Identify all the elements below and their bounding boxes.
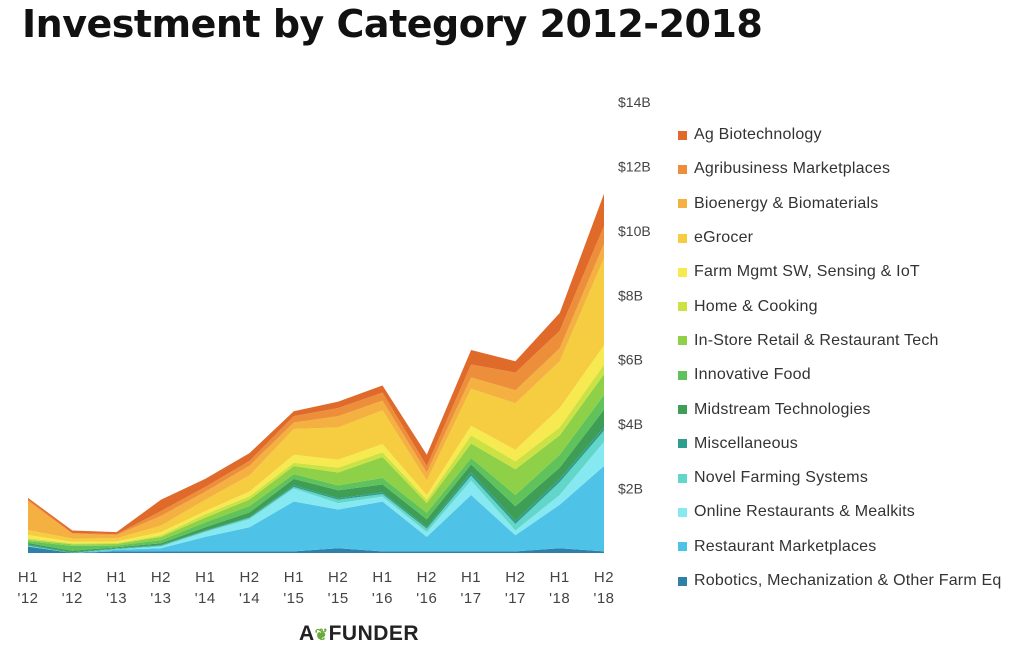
legend-item: Robotics, Mechanization & Other Farm Eq [678,564,1018,598]
legend-label: Home & Cooking [694,297,818,315]
x-tick-label: '16 [372,590,393,607]
chart-area: $2B $4B $6B $8B $10B $12B $14B H1 '12 H2 '12 H1 '13… [17,94,651,607]
x-tick-label: '18 [549,590,570,607]
legend-label: Agribusiness Marketplaces [694,160,891,178]
legend-item: Midstream Technologies [678,392,1018,426]
legend-label: Novel Farming Systems [694,469,869,487]
legend-swatch [678,199,687,209]
area-series-7 [28,374,604,546]
legend-label: In-Store Retail & Restaurant Tech [694,331,939,349]
legend-item: Restaurant Marketplaces [678,530,1018,564]
legend-item: Ag Biotechnology [678,118,1018,152]
x-tick-label: H1 [284,569,304,586]
x-tick-label: '16 [416,590,437,607]
x-tick-label: '13 [106,590,127,607]
x-tick-label: '17 [505,590,526,607]
area-series-10 [28,258,604,542]
legend-label: Restaurant Marketplaces [694,537,877,555]
chart-title: Investment by Category 2012-2018 [22,2,763,46]
legend-item: Miscellaneous [678,427,1018,461]
legend-item: Home & Cooking [678,289,1018,323]
legend-swatch [678,336,687,346]
leaf-icon: ❦ [314,627,329,644]
x-tick-label: H2 [594,569,614,586]
legend-label: Ag Biotechnology [694,126,822,144]
y-tick-label: $2B [618,481,643,497]
legend-item: Bioenergy & Biomaterials [678,187,1018,221]
legend-swatch [678,164,687,174]
x-tick-label: H2 [62,569,82,586]
legend: Ag Biotechnology Agribusiness Marketplace… [678,118,1018,598]
legend-swatch [678,542,687,552]
legend-label: Midstream Technologies [694,400,871,418]
x-tick-label: '13 [150,590,171,607]
x-axis: H1 '12 H2 '12 H1 '13 H2 '13 H1 '14 H2 '14 H1 '15 H2 '15… [17,569,614,607]
legend-swatch [678,439,687,449]
legend-swatch [678,130,687,140]
legend-label: Miscellaneous [694,434,798,452]
x-tick-label: H2 [417,569,437,586]
legend-label: eGrocer [694,229,754,247]
x-tick-label: H2 [151,569,171,586]
legend-swatch [678,576,687,586]
x-tick-label: H2 [328,569,348,586]
x-tick-label: '18 [593,590,614,607]
legend-swatch [678,233,687,243]
y-tick-label: $14B [618,94,651,110]
legend-label: Robotics, Mechanization & Other Farm Eq [694,572,1002,589]
area-series-1 [28,466,604,553]
x-tick-label: H1 [107,569,127,586]
x-tick-label: H1 [195,569,215,586]
area-series-11 [28,243,604,539]
y-tick-label: $8B [618,287,643,303]
y-tick-label: $4B [618,416,643,432]
legend-label: Innovative Food [694,366,811,384]
area-series-12 [28,226,604,535]
x-tick-label: H2 [239,569,259,586]
x-tick-label: H1 [550,569,570,586]
x-tick-label: '12 [17,590,38,607]
area-series-13 [28,193,604,535]
legend-item: Online Restaurants & Mealkits [678,495,1018,529]
x-tick-label: H1 [372,569,392,586]
legend-label: Farm Mgmt SW, Sensing & IoT [694,263,920,281]
x-tick-label: H1 [461,569,481,586]
legend-label: Bioenergy & Biomaterials [694,194,879,212]
area-series-6 [28,395,604,551]
y-tick-label: $10B [618,223,651,239]
x-tick-label: H1 [18,569,38,586]
x-tick-label: '14 [239,590,260,607]
legend-item: eGrocer [678,221,1018,255]
agfunder-logo: A❦FUNDER [299,622,420,645]
legend-item: Farm Mgmt SW, Sensing & IoT [678,255,1018,289]
legend-item: Innovative Food [678,358,1018,392]
x-tick-label: '14 [195,590,216,607]
y-tick-label: $12B [618,158,651,174]
area-series-9 [28,345,604,544]
legend-swatch [678,405,687,415]
legend-label: Online Restaurants & Mealkits [694,503,916,521]
x-tick-label: '12 [62,590,83,607]
legend-item: Novel Farming Systems [678,461,1018,495]
x-tick-label: '15 [283,590,304,607]
x-tick-label: '17 [461,590,482,607]
y-axis: $2B $4B $6B $8B $10B $12B $14B [618,94,651,497]
legend-swatch [678,370,687,380]
legend-swatch [678,267,687,277]
legend-item: Agribusiness Marketplaces [678,152,1018,186]
legend-swatch [678,473,687,483]
legend-swatch [678,302,687,312]
stacked-areas [28,193,604,553]
x-tick-label: H2 [505,569,525,586]
area-series-2 [28,441,604,553]
legend-swatch [678,507,687,517]
x-tick-label: '15 [328,590,349,607]
legend-item: In-Store Retail & Restaurant Tech [678,324,1018,358]
y-tick-label: $6B [618,352,643,368]
